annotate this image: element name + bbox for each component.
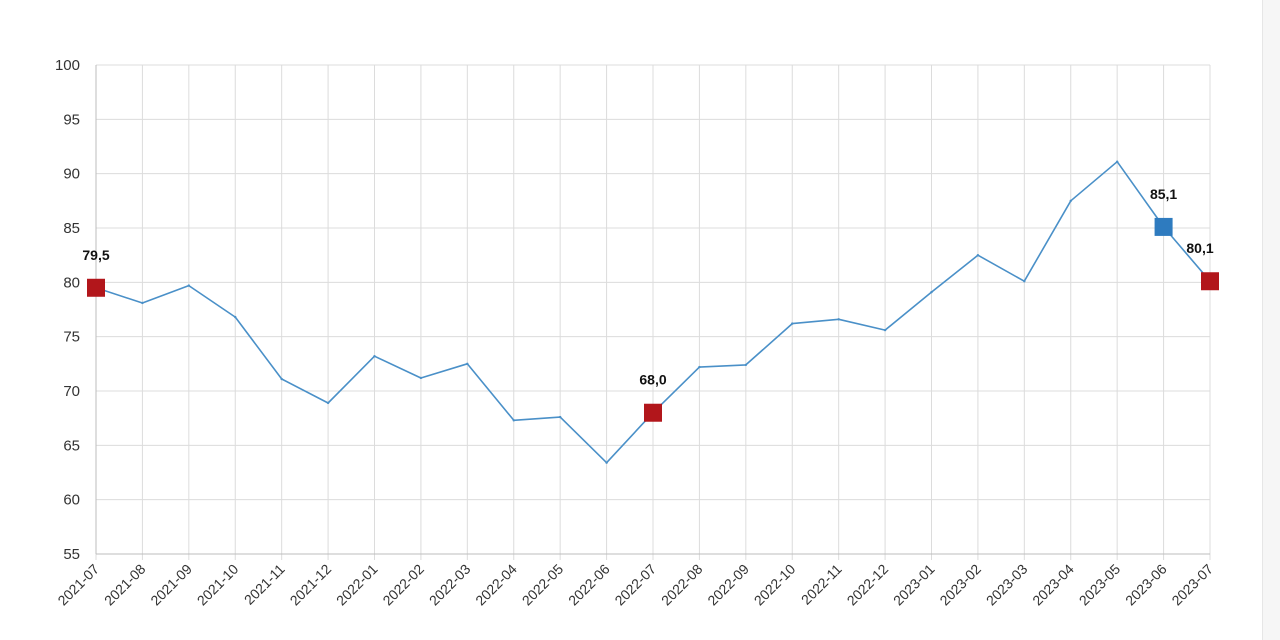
x-tick-label: 2022-11 <box>798 561 845 608</box>
data-point <box>512 419 515 422</box>
data-point <box>605 461 608 464</box>
data-point <box>791 322 794 325</box>
x-tick-label: 2022-12 <box>844 561 892 609</box>
y-tick-label: 75 <box>63 329 80 346</box>
x-tick-label: 2023-01 <box>890 561 938 609</box>
highlight-marker <box>87 278 105 297</box>
axes <box>95 65 1210 555</box>
x-tick-label: 2022-07 <box>611 561 659 609</box>
x-tick-label: 2021-10 <box>194 561 242 609</box>
data-point <box>187 284 191 287</box>
data-point <box>1115 160 1119 163</box>
data-point <box>326 401 330 405</box>
x-tick-label: 2021-12 <box>287 561 335 609</box>
y-tick-label: 65 <box>63 437 80 454</box>
highlight-marker <box>1154 217 1173 236</box>
x-tick-label: 2023-06 <box>1122 561 1170 609</box>
y-tick-label: 55 <box>63 546 80 563</box>
data-point <box>141 301 144 305</box>
data-label: 79,5 <box>82 247 109 263</box>
x-tick-label: 2023-05 <box>1076 561 1124 609</box>
y-tick-label: 60 <box>63 492 80 509</box>
x-tick-label: 2022-02 <box>379 561 427 609</box>
grid-lines <box>95 64 1211 560</box>
y-tick-label: 85 <box>63 220 80 237</box>
data-point <box>837 318 840 321</box>
y-tick-label: 100 <box>55 57 80 74</box>
x-tick-label: 2022-09 <box>704 561 752 609</box>
data-point <box>466 362 469 366</box>
data-point <box>280 377 283 381</box>
data-point <box>1069 199 1072 203</box>
highlight-marker <box>1201 272 1219 291</box>
x-tick-label: 2023-07 <box>1168 561 1216 609</box>
x-tick-label: 2022-03 <box>426 561 474 609</box>
data-label: 68,0 <box>639 372 666 388</box>
y-tick-label: 80 <box>63 274 80 291</box>
x-tick-label: 2023-04 <box>1029 561 1077 609</box>
data-point <box>234 315 237 319</box>
x-tick-label: 2021-08 <box>101 561 149 609</box>
data-point <box>698 365 701 369</box>
x-tick-label: 2023-02 <box>936 561 984 609</box>
data-label: 85,1 <box>1150 186 1177 202</box>
x-tick-label: 2023-03 <box>983 561 1031 609</box>
data-point <box>419 376 423 380</box>
data-point <box>930 290 933 294</box>
x-tick-label: 2021-07 <box>54 561 102 609</box>
data-point <box>976 253 980 257</box>
x-tick-label: 2021-11 <box>241 561 288 608</box>
x-tick-label: 2022-04 <box>472 561 520 609</box>
x-tick-label: 2022-05 <box>519 561 567 609</box>
y-tick-label: 70 <box>63 383 80 400</box>
x-tick-label: 2022-01 <box>333 561 381 609</box>
data-point <box>1023 280 1026 283</box>
data-point <box>558 415 562 419</box>
data-label: 80,1 <box>1186 240 1213 256</box>
y-tick-label: 90 <box>63 166 80 183</box>
x-tick-label: 2021-09 <box>147 561 195 609</box>
data-point <box>883 328 887 332</box>
data-labels: 79,5 68,0 85,1 80,1 <box>82 186 1213 388</box>
data-point <box>373 355 376 358</box>
data-point <box>744 363 748 367</box>
x-tick-label: 2022-08 <box>658 561 706 609</box>
highlight-markers <box>87 217 1219 422</box>
y-tick-label: 95 <box>63 111 80 128</box>
highlight-marker <box>644 403 662 422</box>
y-axis-ticks: 100 95 90 85 80 75 70 65 60 55 <box>55 57 80 563</box>
x-tick-label: 2022-10 <box>751 561 799 609</box>
scrollbar-track[interactable] <box>1262 0 1280 640</box>
x-tick-label: 2022-06 <box>565 561 613 609</box>
